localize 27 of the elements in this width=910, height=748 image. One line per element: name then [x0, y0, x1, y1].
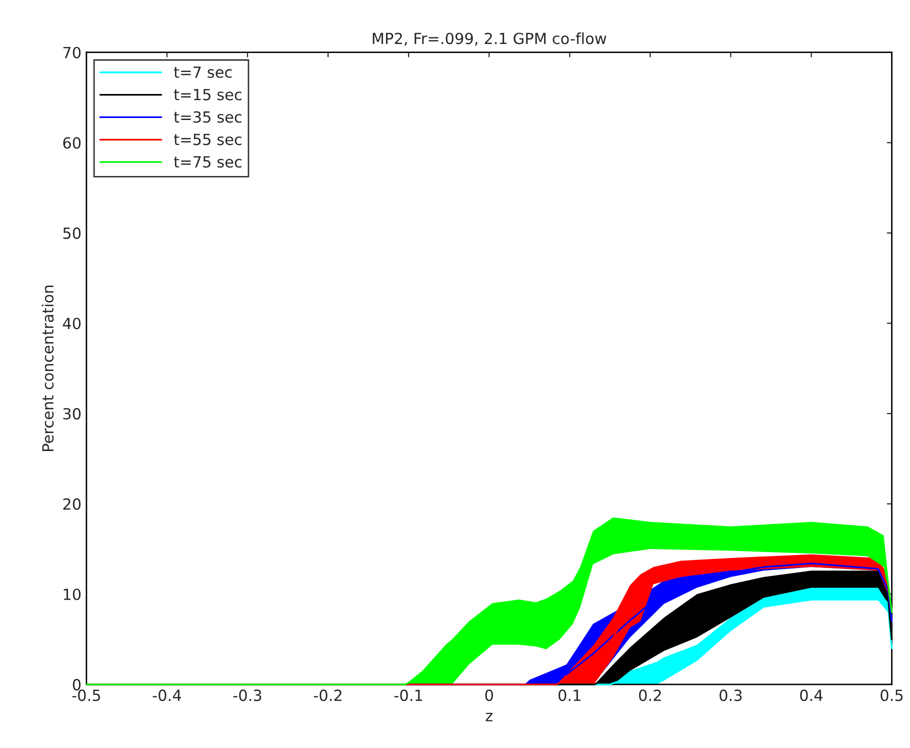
- y-tick-label: 40: [62, 318, 81, 330]
- x-tick-label: -0.2: [314, 690, 342, 702]
- legend-label: t=75 sec: [174, 156, 242, 168]
- x-tick-label: -0.3: [233, 690, 262, 702]
- y-tick-label: 60: [63, 137, 81, 149]
- y-tick-label: 70: [63, 46, 81, 58]
- y-axis-title: Percent concentration: [42, 286, 54, 451]
- x-tick-label: -0.4: [152, 690, 182, 702]
- y-tick-label: 0: [72, 678, 81, 690]
- x-tick-label: 0.5: [880, 690, 903, 702]
- legend-label: t=35 sec: [174, 111, 242, 123]
- y-tick-label: 20: [63, 498, 81, 510]
- x-tick-label: 0: [485, 690, 493, 702]
- chart-title: MP2, Fr=.099, 2.1 GPM co-flow: [372, 32, 606, 46]
- x-tick-label: -0.5: [72, 690, 100, 702]
- x-tick-label: 0.3: [720, 690, 742, 702]
- y-tick-label: 10: [64, 588, 81, 600]
- x-tick-label: 0.4: [800, 690, 823, 702]
- legend-label: t=15 sec: [174, 89, 242, 100]
- x-axis-title: z: [486, 712, 492, 722]
- legend-label: t=55 sec: [174, 134, 242, 146]
- x-tick-label: 0.2: [639, 690, 661, 702]
- x-tick-label: -0.1: [394, 690, 422, 702]
- x-tick-label: 0.1: [558, 690, 580, 702]
- y-tick-label: 30: [63, 408, 81, 420]
- legend-label: t=7 sec: [174, 66, 232, 78]
- y-tick-label: 50: [63, 227, 81, 239]
